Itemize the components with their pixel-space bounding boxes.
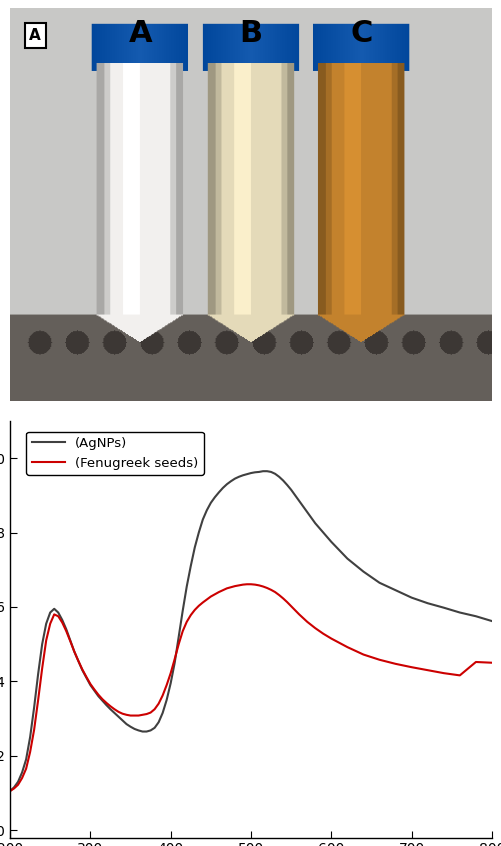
(Fenugreek seeds) — [43, 635, 49, 645]
Text: C: C — [350, 19, 372, 47]
(Fenugreek seeds) — [312, 623, 318, 633]
(Fenugreek seeds) — [7, 786, 13, 796]
Line: (Fenugreek seeds): (Fenugreek seeds) — [10, 585, 491, 791]
(AgNPs) — [312, 519, 318, 529]
(AgNPs) — [488, 616, 494, 626]
(Fenugreek seeds) — [488, 657, 494, 667]
(Fenugreek seeds) — [243, 580, 249, 590]
Text: A: A — [128, 19, 152, 47]
(Fenugreek seeds) — [15, 780, 21, 790]
Text: A: A — [29, 28, 41, 43]
(AgNPs) — [43, 618, 49, 629]
(AgNPs) — [23, 755, 29, 765]
(AgNPs) — [260, 466, 266, 476]
(AgNPs) — [7, 786, 13, 796]
Legend: (AgNPs), (Fenugreek seeds): (AgNPs), (Fenugreek seeds) — [26, 431, 203, 475]
(Fenugreek seeds) — [272, 587, 278, 597]
Text: B: B — [239, 19, 262, 47]
(Fenugreek seeds) — [23, 764, 29, 774]
(AgNPs) — [171, 657, 177, 667]
Line: (AgNPs): (AgNPs) — [10, 471, 491, 791]
(Fenugreek seeds) — [171, 654, 177, 664]
(AgNPs) — [15, 777, 21, 787]
(AgNPs) — [272, 469, 278, 479]
